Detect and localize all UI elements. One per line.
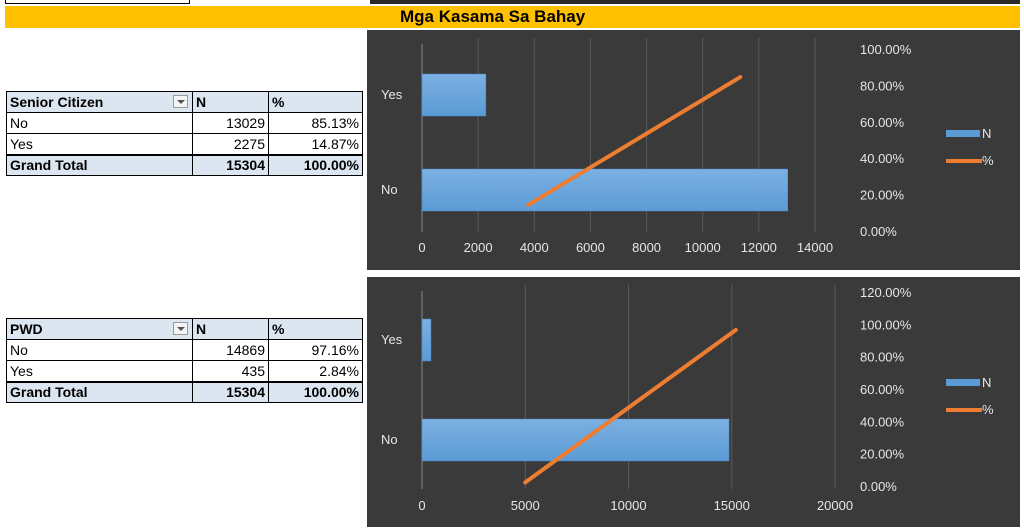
x-tick-label: 0 <box>418 498 425 513</box>
x-tick-label: 20000 <box>817 498 853 513</box>
column-header-category: PWD <box>6 318 193 340</box>
cell-outline <box>5 0 190 4</box>
column-header-category: Senior Citizen <box>6 91 193 113</box>
row-pct: 97.16% <box>268 339 363 361</box>
y2-tick-label: 0.00% <box>860 479 897 494</box>
x-tick-label: 5000 <box>511 498 540 513</box>
legend-label-n: N <box>982 126 991 141</box>
row-pct: 85.13% <box>268 112 363 134</box>
percent-line <box>523 327 738 485</box>
y2-tick-label: 40.00% <box>860 151 905 166</box>
chart-background <box>367 30 1020 270</box>
y2-tick-label: 80.00% <box>860 350 905 365</box>
category-label: Yes <box>381 332 403 347</box>
senior-citizen-chart: 0 2000 4000 6000 8000 10000 12000 14000 No Yes 0.0… <box>367 30 1020 270</box>
table-row: Yes 435 2.84% <box>6 360 363 382</box>
grand-total-row: Grand Total 15304 100.00% <box>6 380 363 403</box>
category-label: No <box>381 432 398 447</box>
x-tick-label: 6000 <box>576 240 605 255</box>
y2-tick-label: 60.00% <box>860 115 905 130</box>
total-n: 15304 <box>192 153 269 176</box>
row-label: Yes <box>6 133 193 155</box>
x-tick-label: 4000 <box>520 240 549 255</box>
x-tick-label: 0 <box>418 240 425 255</box>
y2-tick-label: 60.00% <box>860 382 905 397</box>
row-n: 435 <box>192 360 269 382</box>
table-header-row: PWD N % <box>6 318 363 340</box>
senior-citizen-table: Senior Citizen N % No 13029 85.13% Yes 2… <box>6 91 363 176</box>
row-n: 2275 <box>192 133 269 155</box>
table-row: No 14869 97.16% <box>6 339 363 361</box>
row-label: No <box>6 339 193 361</box>
total-pct: 100.00% <box>268 380 363 403</box>
bar-yes <box>421 73 487 117</box>
x-tick-label: 8000 <box>632 240 661 255</box>
legend-label-n: N <box>982 375 991 390</box>
pwd-table: PWD N % No 14869 97.16% Yes 435 2.84% Gr… <box>6 318 363 403</box>
total-label: Grand Total <box>6 380 193 403</box>
column-header-n: N <box>192 318 269 340</box>
category-label: Yes <box>381 87 403 102</box>
table-header-row: Senior Citizen N % <box>6 91 363 113</box>
x-tick-label: 2000 <box>464 240 493 255</box>
pwd-chart: 0 5000 10000 15000 20000 No Yes 0.00% 20.00% 40.0… <box>367 277 1020 527</box>
category-label: No <box>381 182 398 197</box>
row-pct: 14.87% <box>268 133 363 155</box>
x-tick-label: 10000 <box>610 498 646 513</box>
row-n: 14869 <box>192 339 269 361</box>
top-rule <box>370 0 1020 4</box>
x-tick-label: 14000 <box>797 240 833 255</box>
bar-no <box>421 418 730 462</box>
title-banner: Mga Kasama Sa Bahay <box>5 6 1020 28</box>
table-row: No 13029 85.13% <box>6 112 363 134</box>
column-header-label: PWD <box>10 321 43 337</box>
x-tick-label: 15000 <box>714 498 750 513</box>
y2-tick-label: 40.00% <box>860 414 905 429</box>
total-pct: 100.00% <box>268 153 363 176</box>
bar-yes <box>421 318 432 362</box>
legend-label-pct: % <box>982 402 994 417</box>
row-label: No <box>6 112 193 134</box>
row-label: Yes <box>6 360 193 382</box>
column-header-label: Senior Citizen <box>10 94 104 110</box>
filter-dropdown-icon[interactable] <box>173 322 188 335</box>
page-title: Mga Kasama Sa Bahay <box>400 7 586 26</box>
column-header-n: N <box>192 91 269 113</box>
total-label: Grand Total <box>6 153 193 176</box>
y2-tick-label: 120.00% <box>860 285 912 300</box>
y2-tick-label: 80.00% <box>860 78 905 93</box>
row-n: 13029 <box>192 112 269 134</box>
column-header-pct: % <box>268 91 363 113</box>
table-row: Yes 2275 14.87% <box>6 133 363 155</box>
y2-tick-label: 20.00% <box>860 188 905 203</box>
y2-tick-label: 20.00% <box>860 447 905 462</box>
x-tick-label: 10000 <box>685 240 721 255</box>
legend-swatch-n <box>946 379 980 386</box>
total-n: 15304 <box>192 380 269 403</box>
y2-tick-label: 100.00% <box>860 317 912 332</box>
y2-tick-label: 0.00% <box>860 224 897 239</box>
column-header-pct: % <box>268 318 363 340</box>
percent-line <box>526 75 743 207</box>
grand-total-row: Grand Total 15304 100.00% <box>6 153 363 176</box>
chart-background <box>367 277 1020 527</box>
x-tick-label: 12000 <box>741 240 777 255</box>
filter-dropdown-icon[interactable] <box>173 95 188 108</box>
legend-label-pct: % <box>982 153 994 168</box>
row-pct: 2.84% <box>268 360 363 382</box>
legend-swatch-n <box>946 130 980 137</box>
bar-no <box>421 168 788 212</box>
y2-tick-label: 100.00% <box>860 42 912 57</box>
